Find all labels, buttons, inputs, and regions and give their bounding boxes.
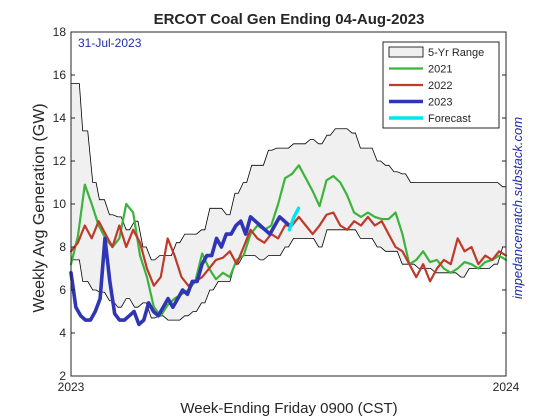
series-2023-line	[69, 215, 292, 327]
date-note: 31-Jul-2023	[78, 36, 142, 50]
chart-title: ERCOT Coal Gen Ending 04-Aug-2023	[154, 11, 425, 28]
watermark-text: impedancematch.substack.com	[510, 117, 525, 299]
x-tick-label: 2024	[493, 380, 520, 394]
x-tick-label: 2023	[58, 380, 85, 394]
x-axis-label: Week-Ending Friday 0900 (CST)	[180, 400, 397, 417]
y-tick-label: 18	[53, 25, 67, 39]
legend-entry-label: Forecast	[428, 113, 471, 125]
y-tick-label: 12	[53, 154, 67, 168]
y-tick-label: 10	[53, 197, 67, 211]
y-tick-label: 2	[59, 369, 66, 383]
y-tick-label: 14	[53, 111, 67, 125]
series-2021-line	[69, 164, 508, 317]
plot-area	[69, 83, 508, 327]
y-tick-label: 16	[53, 68, 67, 82]
legend-swatch-range	[388, 46, 424, 58]
legend: 5-Yr Range 2021 2022 2023 Forecast	[382, 41, 500, 129]
range-band	[71, 83, 506, 321]
legend-entry-label: 2022	[428, 80, 452, 92]
y-axis-label: Weekly Avg Generation (GW)	[31, 103, 48, 312]
legend-entry-label: 2021	[428, 64, 452, 76]
legend-entry-label: 5-Yr Range	[428, 47, 484, 59]
y-tick-label: 4	[59, 326, 66, 340]
y-tick-label: 8	[59, 240, 66, 254]
y-tick-label: 6	[59, 283, 66, 297]
range-upper-edge	[71, 83, 506, 261]
forecast-line	[287, 206, 301, 232]
legend-entry-label: 2023	[428, 97, 452, 109]
